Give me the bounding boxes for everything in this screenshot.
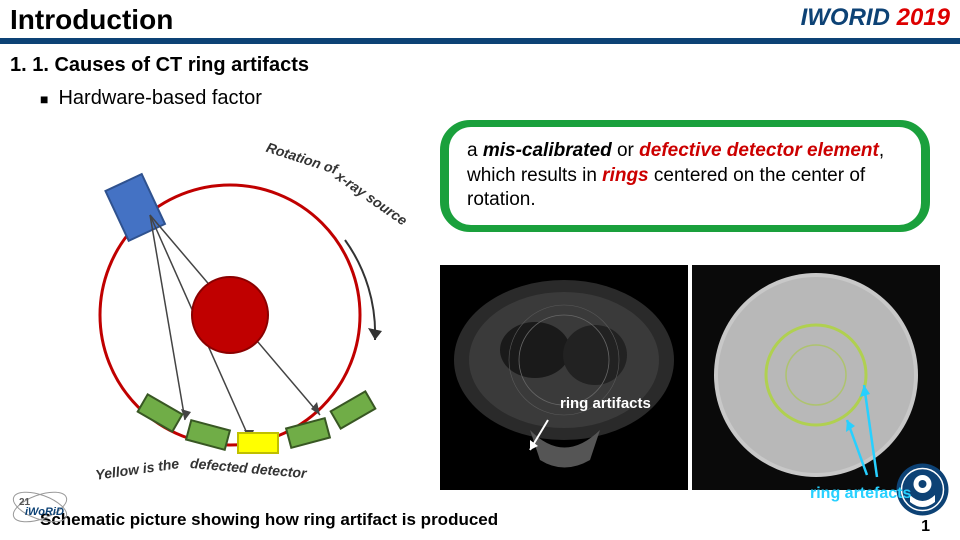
ct-scan-left <box>440 265 688 490</box>
diagram-caption: Schematic picture showing how ring artif… <box>40 510 498 530</box>
page-title: Introduction <box>10 4 173 36</box>
ct-scan-right <box>692 265 940 490</box>
iworid-logo-icon: 21 iWoRiD <box>5 485 75 535</box>
ring-artifacts-label: ring artifacts <box>560 395 651 412</box>
svg-text:iWoRiD: iWoRiD <box>25 506 64 518</box>
explanation-callout: a mis-calibrated or defective detector e… <box>440 120 930 232</box>
page-number: 1 <box>921 518 930 536</box>
title-bar: Introduction IWORID 2019 <box>0 0 960 44</box>
section-subtitle: 1. 1. Causes of CT ring artifacts <box>0 44 960 83</box>
ring-artefacts-label: ring artefacts <box>810 485 911 503</box>
conference-label: IWORID 2019 <box>801 4 950 32</box>
content-area: Rotation of x-ray source Yellow is the d… <box>0 95 960 540</box>
ct-schematic-diagram: Rotation of x-ray source Yellow is the d… <box>40 145 450 485</box>
ct-image-row <box>440 265 940 490</box>
